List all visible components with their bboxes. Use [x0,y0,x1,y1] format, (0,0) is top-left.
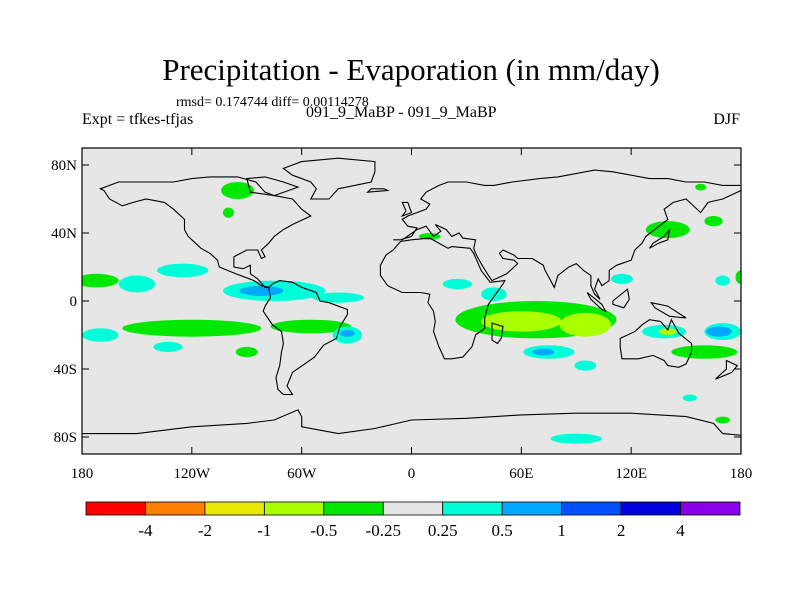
anomaly-patch [559,312,612,337]
colorbar-swatch [501,501,563,516]
colorbar-swatch [680,501,741,516]
coastline [98,176,312,288]
colorbar-label: 1 [557,521,566,540]
map-background [82,148,741,454]
y-tick-label: 40S [54,362,77,378]
x-tick-label: 60E [509,466,533,482]
axes-layer: 80N 40N 0 40S 80S 180 120W 60W 0 60E 120E 180 [51,148,752,482]
anomaly-patch [481,287,507,302]
colorbar-swatch [323,501,384,516]
x-tick-label: 180 [71,466,94,482]
coastline-layer [82,157,741,454]
colorbar-label: -1 [257,521,271,540]
coastline [612,288,630,309]
coastline [619,318,693,368]
coastline [650,301,687,319]
x-tick-label: 60W [287,466,317,482]
coastline [246,176,300,197]
anomaly-patch [122,319,262,337]
colorbar-swatch [145,501,206,516]
anomaly-patch [611,273,633,284]
anomaly-patch [312,292,364,303]
colorbar-label: 0.5 [492,521,513,540]
colorbar-label: 4 [676,521,685,540]
anomaly-patch [157,263,209,278]
chart-title: Precipitation - Evaporation (in mm/day) [162,52,660,87]
anomaly-patch [715,275,731,286]
colorbar-swatch [620,501,681,516]
experiment-label: Expt = tfkes-tfjas [82,111,194,128]
coastline [393,169,741,300]
coastline [586,292,607,313]
anomaly-patch [574,360,597,371]
anomaly-patch [658,328,677,335]
colorbar-swatch [561,501,622,516]
anomaly-patch [715,416,731,424]
anomaly-patch [735,270,741,284]
rmsd-diff-stats: rmsd= 0.174744 diff= 0.00114278 [176,95,369,110]
anomaly-patch [82,273,119,288]
coastline [715,359,739,380]
x-tick-label: 0 [408,466,416,482]
anomaly-patch [235,346,258,358]
y-tick-label: 0 [70,294,78,310]
x-tick-label: 120E [615,466,647,482]
coastline [282,157,376,200]
anomaly-patch [682,394,698,402]
anomaly-patch [704,216,723,227]
season-label: DJF [713,111,740,128]
x-tick-label: 120W [173,466,211,482]
colorbar-label: 2 [617,521,626,540]
coastline [379,237,506,360]
colorbar-label: -0.5 [310,521,337,540]
runs-label: 091_9_MaBP - 091_9_MaBP [306,104,497,121]
coastline [491,322,504,345]
anomaly-patch [153,341,183,352]
colorbar-swatch [85,501,146,516]
y-tick-label: 40N [51,226,77,242]
anomaly-patch [270,319,352,334]
colorbar-label: -2 [198,521,212,540]
y-tick-label: 80S [54,430,77,446]
colorbar-label: 0.25 [428,521,458,540]
anomaly-patch [118,275,156,293]
colorbar-label: -4 [138,521,153,540]
coastline [649,227,671,249]
anomaly-patch [671,345,738,359]
anomaly-patch [481,311,562,332]
colorbar: -4 -2 -1 -0.5 -0.25 0.25 0.5 1 2 4 [85,501,741,540]
anomaly-patch [442,278,472,290]
coastline [262,280,348,396]
coastline [400,201,413,218]
anomaly-patch [222,207,234,218]
y-tick-label: 80N [51,158,77,174]
anomaly-patch [239,285,284,296]
colorbar-swatch [263,501,325,516]
colorbar-swatch [382,501,444,516]
anomaly-layer [82,182,741,444]
colorbar-swatch [442,501,503,516]
anomaly-patch [532,348,555,356]
colorbar-label: -0.25 [366,521,401,540]
anomaly-patch [645,221,690,239]
anomaly-patch [550,433,602,444]
anomaly-patch [695,183,707,191]
colorbar-swatch [204,501,265,516]
anomaly-patch [82,328,119,342]
x-tick-label: 180 [730,466,753,482]
coastline [366,188,390,193]
anomaly-patch [706,326,732,337]
anomaly-patch [221,182,255,199]
coastline [82,409,741,454]
anomaly-patch [340,329,355,337]
